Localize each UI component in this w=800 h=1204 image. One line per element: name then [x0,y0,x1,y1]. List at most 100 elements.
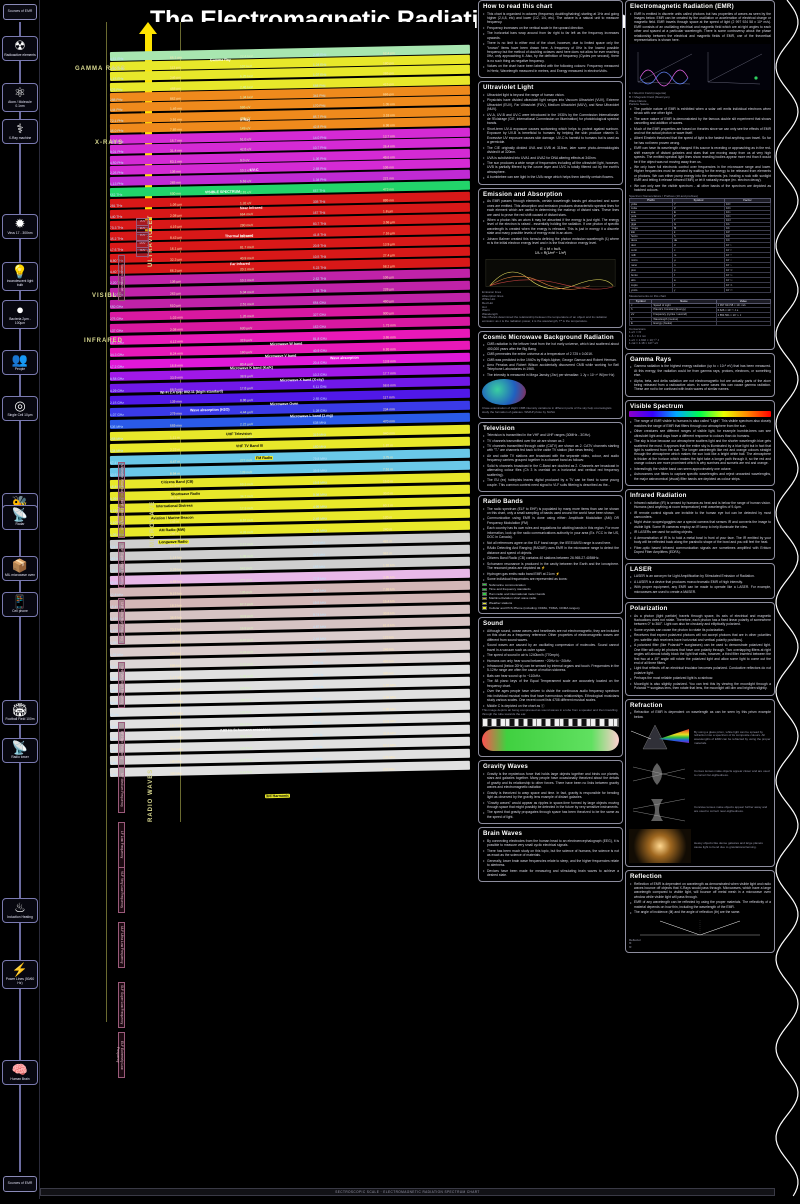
freq2-value: 1.25 MHz [312,528,328,533]
wave2-value: 30.0 m [382,490,394,495]
wave2-value: 49.6 nm [382,154,395,159]
source-item-cell: ◎ Single Cell 10µm [2,396,38,421]
piano-key [487,719,492,727]
figure-label: Emission lines [482,290,502,295]
wave-value: 500 nm [169,191,182,196]
wave2-value: 6.98 nm [382,122,395,127]
piano-key [550,719,555,727]
energy-value: 38.9 µeV [239,373,254,378]
sources-of-emr-rail: Sources of EMR Sources of EMR ☢ Radioacti… [0,0,40,1199]
wave-value: 15.7 nm [169,138,182,143]
refraction-figure-row: Heavy objects like dense galaxies and la… [629,829,771,864]
legend-swatch-icon [482,582,487,587]
wave2-value: 470 mm [382,418,395,423]
convex-lens-figure [629,757,691,791]
piano-key [568,719,573,727]
wave-value: 33.9 mm [169,374,183,380]
source-item-label: Power Lines (50/60 Hz) [5,977,35,985]
panel-bullet-list: The range of EMR visible to humans is al… [629,419,771,481]
wave2-value: 228 µm [382,286,395,291]
panel-title: Electromagnetic Radiation (EMR) [630,3,734,10]
conversion-row: 1 eV = 1.602 × 10⁻¹⁹ J [629,337,660,342]
panel-bullet: Television is transmitted in the VHF and… [482,432,619,438]
freq2-value: 160 MHz [312,444,327,449]
wave-value: 9.15 km [169,591,182,596]
energy-value: 16.5 feV [239,745,253,750]
piano-key [613,719,618,727]
panel-bullet: Each country has its own rules and regul… [482,526,619,539]
freq2-value: 39.0 kHz [312,588,326,593]
table-cell: y [671,287,726,294]
wave-value: 146 km [169,639,181,644]
wave2-value: 31.6 Mm [382,730,396,735]
source-item-label: Cell phone [12,609,28,613]
panel-emission-absorption: Emission and AbsorptionAs EMR passes thr… [478,187,623,328]
emr-wave-figure [629,44,771,91]
wave-value: 8.24 mm [169,350,183,356]
legend-swatch-icon [482,587,487,592]
wave2-value: 473 nm [382,186,394,191]
reflection-angle-figure [629,917,771,939]
wave2-value: 15.8 Mm [382,718,396,723]
units-table-caption: Measurements on this chart [629,294,667,299]
concave-lens-figure [629,793,691,827]
piano-key [492,719,497,727]
panel-bullet: A bumblebee can see light in the UVA ran… [482,175,619,181]
radio-legend-row: Cellular and PCS Phone (including: FDMA,… [482,606,619,611]
freq-value: 550 GHz [109,304,124,309]
energy-value: 290 meV [239,222,254,227]
piano-key [595,719,600,727]
wave-value: 559 mm [169,423,182,428]
source-item-bacteria: ● Bacteria 2µm - 100µm [2,300,38,329]
panel-bullet: "Gravity waves" would appear as ripples … [482,800,619,810]
figure-label: Red Hot [482,301,494,306]
panel-title: Infrared Radiation [630,492,687,500]
piano-key [528,719,533,727]
wave2-value: 240 m [382,526,393,531]
figure-label: Hot [482,304,487,309]
freq-value: 2.26 PHz [109,170,124,175]
freq2-value: 609 Hz [312,660,324,665]
xray-machine-icon: ⚕ [16,121,24,136]
freq2-value: 10.5 THz [312,254,327,259]
source-item-people: 👥 People [2,350,38,375]
panel-bullet-list: Refraction of EMR is dependent on wavele… [629,710,771,719]
figure-caption: This image depicts air being compressed … [482,708,618,716]
wave2-value: 415 pm [382,81,394,86]
panel-bullet: We can only see the visible spectrum - a… [629,183,771,193]
freq2-value: 304 Hz [312,672,324,677]
figure-part-label: θr [629,944,632,949]
wave2-value: 58.2 µm [382,263,395,268]
panel-bullet: Infrared radiation (IR) is sensed by hum… [629,500,771,510]
spectrum-subband-bracket: ELF Extremely Low Frequency [116,1032,125,1078]
spectrum-band-name: Longwave Radio [157,539,189,545]
energy-value: 664 meV [239,211,254,216]
panel-bullet: The horizontal bars wrap around from far… [482,31,619,40]
spectrum-band-name: 3rd Harmonic [264,793,291,799]
freq2-value: 2.55 GHz [312,396,327,401]
source-item-radar: 📡 Radar [2,505,38,530]
wave2-value: 106 nm [382,164,394,169]
energy-value: 4.44 µeV [239,409,254,414]
energy-value: 4.24 peV [239,649,254,654]
piano-key [559,719,564,727]
spectrum-subband-bracket: VUV [136,218,149,228]
table-cell: Energy (Joules) [651,320,717,326]
spectrum-subband-bracket: LF Low Frequency [118,822,125,868]
right-panel-column: Electromagnetic Radiation (EMR)EMR is em… [625,0,775,1199]
conversions-caption: Conversions [629,326,646,331]
panel-bullet: The 88 piano keys of the Equal Temperame… [482,679,619,688]
wave2-value: 481 m [382,538,393,543]
energy-value: 8.67 neV [239,517,254,522]
energy-value: 265 feV [239,697,252,702]
panel-title: Visible Spectrum [630,402,684,410]
freq2-value: 77.9 kHz [312,576,326,581]
energy-value: 1.26 meV [239,313,255,318]
wave-value: 586 km [169,663,181,668]
energy-value: 69.3 neV [239,481,254,486]
source-item-human-brain: 🧠 Human Brain [2,1060,38,1085]
wave-value: 1.17 Mm [169,674,183,680]
source-item-label: Radioactive elements [4,53,36,57]
wave-value: 63.1 nm [169,159,182,164]
wave-value: 4.58 km [169,579,182,584]
